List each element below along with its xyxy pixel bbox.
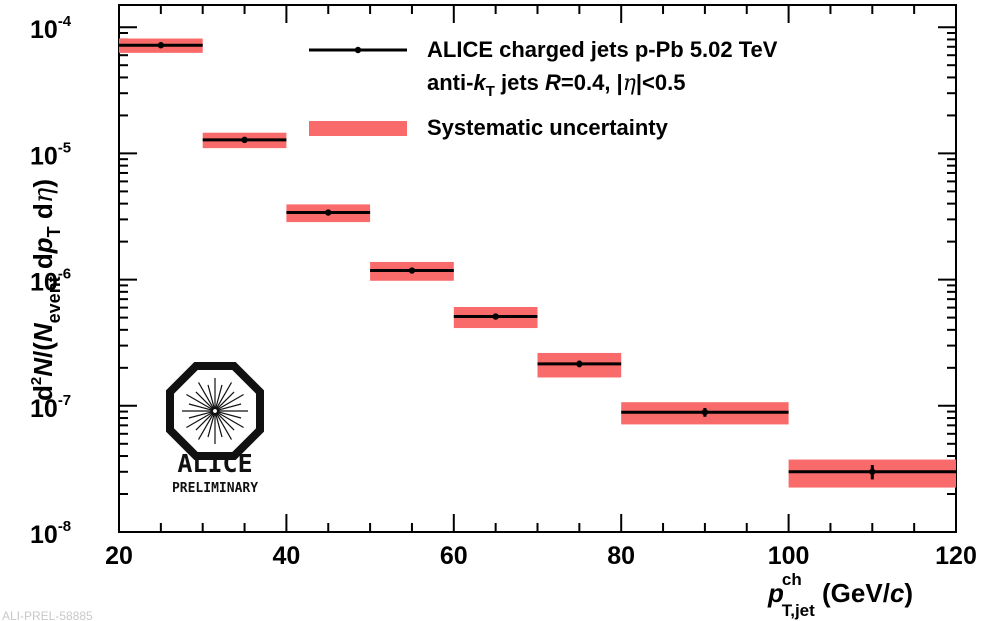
axis-ticks bbox=[118, 5, 957, 533]
logo-ray bbox=[195, 411, 215, 431]
y-tick-labels: 10-8 10-7 10-6 10-5 10-4 bbox=[30, 13, 72, 549]
logo-ray bbox=[216, 393, 244, 411]
y-tick-label: 10-5 bbox=[30, 139, 71, 170]
logo-ray bbox=[197, 382, 215, 410]
data-point bbox=[869, 468, 876, 475]
legend-marker-sys bbox=[309, 121, 407, 136]
data-point bbox=[241, 136, 248, 144]
logo-ray bbox=[214, 412, 223, 438]
x-tick-label: 60 bbox=[440, 542, 468, 570]
x-tick-label: 20 bbox=[105, 542, 133, 570]
x-tick-label: 80 bbox=[607, 542, 635, 570]
y-axis-title: d2N/(Nevent dpT dη) bbox=[28, 179, 64, 401]
legend-entry-jets: anti-kT jets R=0.4, |η|<0.5 bbox=[427, 70, 686, 100]
legend-entry-sys: Systematic uncertainty bbox=[427, 115, 669, 140]
logo-octagon bbox=[166, 362, 264, 460]
logo-ray bbox=[216, 403, 242, 412]
logo-ray bbox=[186, 411, 214, 429]
x-tick-label: 120 bbox=[935, 542, 977, 570]
logo-rays bbox=[182, 378, 248, 444]
logo-tag: PRELIMINARY bbox=[172, 481, 258, 496]
y-tick-label: 10-6 bbox=[30, 266, 71, 297]
logo-ray bbox=[216, 410, 242, 419]
logo-ray bbox=[207, 384, 216, 410]
logo-ray bbox=[215, 412, 233, 440]
logo-ray bbox=[214, 384, 223, 410]
y-tick-label: 10-8 bbox=[30, 518, 71, 549]
data-points bbox=[119, 42, 956, 480]
logo-name: ALICE bbox=[177, 449, 252, 478]
x-tick-label: 40 bbox=[272, 542, 300, 570]
alice-logo: ALICE PRELIMINARY bbox=[166, 362, 264, 496]
y-tick-label: 10-7 bbox=[30, 392, 71, 423]
logo-ray bbox=[215, 411, 235, 431]
data-point bbox=[492, 313, 499, 320]
logo-ray bbox=[188, 403, 214, 412]
logo-ray bbox=[215, 391, 235, 411]
logo-ray bbox=[188, 410, 214, 419]
watermark: ALI-PREL-58885 bbox=[2, 609, 93, 621]
systematic-boxes bbox=[119, 38, 956, 488]
logo-ray bbox=[186, 393, 214, 411]
logo-ray bbox=[216, 411, 244, 429]
legend: ALICE charged jets p-Pb 5.02 TeV anti-kT… bbox=[309, 37, 778, 140]
data-point bbox=[157, 42, 165, 49]
data-point bbox=[325, 209, 332, 216]
logo-ray bbox=[207, 412, 216, 438]
data-point bbox=[408, 267, 416, 274]
logo-ray bbox=[197, 412, 215, 440]
x-tick-label: 100 bbox=[768, 542, 810, 570]
x-tick-labels: 20 40 60 80 100 120 bbox=[105, 542, 977, 570]
data-point bbox=[701, 408, 709, 416]
x-axis-title: pch T,jet (GeV/c) bbox=[767, 570, 913, 620]
legend-entry-data: ALICE charged jets p-Pb 5.02 TeV bbox=[427, 37, 778, 62]
logo-ray bbox=[195, 391, 215, 411]
legend-marker-dot bbox=[354, 46, 362, 54]
data-point bbox=[576, 360, 583, 368]
y-tick-label: 10-4 bbox=[30, 13, 72, 44]
logo-ray bbox=[215, 382, 233, 410]
